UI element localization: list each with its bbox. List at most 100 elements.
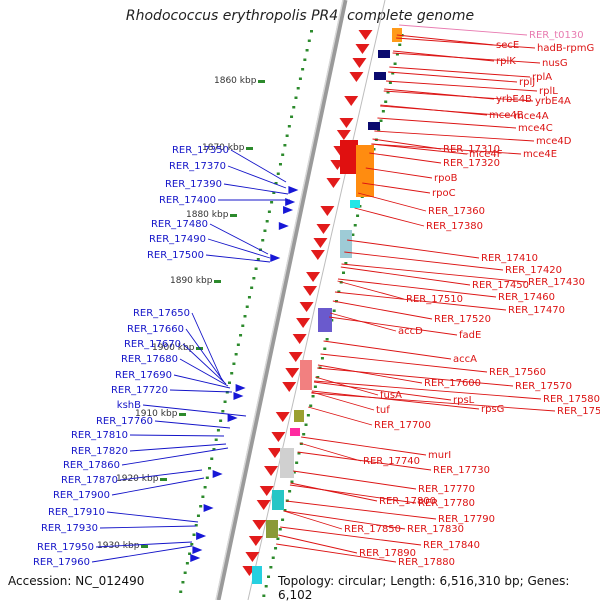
gene-label-right: RER_17590 xyxy=(557,406,600,417)
label-leader xyxy=(297,451,432,471)
gene-arrow xyxy=(245,552,260,562)
tick-mark xyxy=(183,571,187,574)
tick-mark xyxy=(254,267,258,270)
gene-label-left: RER_17650 xyxy=(133,308,190,319)
label-leader xyxy=(121,447,229,466)
gene-label-right: mce4E xyxy=(523,149,557,160)
tick-mark xyxy=(290,115,294,118)
gene-block xyxy=(368,122,380,130)
gene-label-right: RER_17460 xyxy=(498,292,555,303)
tick-mark xyxy=(332,309,336,312)
gene-arrow xyxy=(316,224,331,234)
gene-arrow xyxy=(344,96,359,106)
kbp-marker-label: 1880 kbp xyxy=(186,210,229,220)
label-leader xyxy=(341,263,527,283)
kbp-tick xyxy=(160,478,167,481)
gene-label-right: fadE xyxy=(459,330,481,341)
gene-arrow xyxy=(296,318,311,328)
gene-block xyxy=(272,490,284,510)
label-leader xyxy=(169,389,233,393)
tick-mark xyxy=(219,419,223,422)
tick-mark xyxy=(194,524,198,527)
label-leader xyxy=(106,511,199,523)
gene-label-right: RER_17840 xyxy=(423,540,480,551)
label-leader xyxy=(142,404,247,417)
gene-arrow xyxy=(227,414,238,422)
gene-arrow xyxy=(306,272,321,282)
gene-arrow xyxy=(196,532,207,540)
gene-label-right: RER_17730 xyxy=(433,465,490,476)
tick-mark xyxy=(261,239,265,242)
tick-mark xyxy=(292,106,296,109)
topology-label: Topology: circular; Length: 6,516,310 bp… xyxy=(278,574,570,602)
label-leader xyxy=(313,381,452,401)
tick-mark xyxy=(313,385,317,388)
gene-label-right: RER_17780 xyxy=(418,498,475,509)
tick-mark xyxy=(298,77,302,80)
gene-label-right: rplL xyxy=(539,86,558,97)
gene-label-left: RER_17860 xyxy=(63,460,120,471)
gene-label-right: murI xyxy=(428,450,451,461)
tick-mark xyxy=(208,467,212,470)
gene-label-right: mce4F xyxy=(469,149,503,160)
gene-label-right: RER_17470 xyxy=(508,305,565,316)
gene-arrow xyxy=(267,448,282,458)
kbp-tick xyxy=(258,80,265,83)
tick-mark xyxy=(285,134,289,137)
label-leader xyxy=(372,138,442,150)
gene-block xyxy=(378,50,390,58)
label-leader xyxy=(320,353,488,373)
tick-mark xyxy=(221,410,225,413)
label-leader xyxy=(399,24,528,36)
gene-label-left: RER_17900 xyxy=(53,490,110,501)
tick-mark xyxy=(379,119,383,122)
label-leader xyxy=(207,238,271,259)
tick-mark xyxy=(230,372,234,375)
label-leader xyxy=(91,545,193,563)
label-leader xyxy=(154,420,231,429)
gene-arrow xyxy=(264,466,279,476)
gene-label-right: RER_17740 xyxy=(363,456,420,467)
tick-mark xyxy=(302,433,306,436)
label-leader xyxy=(301,436,427,456)
gene-label-right: nusG xyxy=(542,58,568,69)
gene-arrow xyxy=(339,118,354,128)
gene-label-left: RER_17390 xyxy=(165,179,222,190)
tick-mark xyxy=(227,381,231,384)
gene-label-right: mce4A xyxy=(514,111,549,122)
tick-mark xyxy=(181,581,185,584)
gene-arrow xyxy=(259,486,274,496)
gene-label-left: RER_17480 xyxy=(151,219,208,230)
tick-mark xyxy=(212,448,216,451)
gene-block xyxy=(318,308,332,332)
gene-label-right: hadB-rpmG xyxy=(537,43,594,54)
tick-mark xyxy=(274,547,278,550)
label-leader xyxy=(340,266,471,286)
gene-label-right: RER_17880 xyxy=(398,557,455,568)
gene-arrow xyxy=(299,302,314,312)
tick-mark xyxy=(179,590,183,593)
gene-arrow xyxy=(313,238,328,248)
tick-mark xyxy=(203,486,207,489)
label-leader xyxy=(185,328,225,383)
label-leader xyxy=(337,280,405,300)
label-leader xyxy=(119,469,203,481)
label-leader xyxy=(396,34,495,46)
gene-label-right: fusA xyxy=(380,390,402,401)
kbp-tick xyxy=(214,280,221,283)
label-leader xyxy=(283,510,406,530)
label-leader xyxy=(111,477,205,496)
gene-arrow xyxy=(190,554,201,562)
tick-mark xyxy=(192,533,196,536)
tick-mark xyxy=(297,452,301,455)
gene-label-right: RER_17420 xyxy=(505,265,562,276)
label-leader xyxy=(383,90,534,102)
gene-label-right: rpoB xyxy=(434,173,458,184)
label-leader xyxy=(371,143,522,155)
tick-mark xyxy=(205,476,209,479)
tick-mark xyxy=(306,414,310,417)
tick-mark xyxy=(388,81,392,84)
gene-block xyxy=(290,428,300,436)
genome-backbone-inner xyxy=(215,0,344,600)
